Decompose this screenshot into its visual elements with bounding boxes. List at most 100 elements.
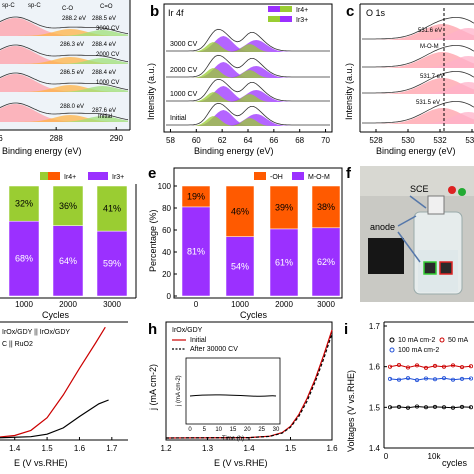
panel-f-electrode-1 (423, 261, 437, 275)
panel-d-legend-ir3: Ir3+ (112, 174, 124, 181)
panel-e-label-bottom-0: 81% (187, 246, 205, 256)
g-ticks-label-4: 1.7 (106, 444, 118, 453)
panel-f: f SCE anode (346, 165, 474, 302)
panel-e-xlabel: Cycles (240, 310, 268, 320)
h-ticks-label-1: 1.3 (202, 444, 214, 453)
panel-h-inset-xtick-0: 0 (188, 427, 192, 433)
panel-d-bar-top-1000 (8, 185, 40, 222)
panel-b-legend-swatch-ir4-b (280, 6, 292, 12)
panel-b-row1-peak3 (166, 70, 330, 78)
panel-c-row0-peak1 (362, 28, 474, 40)
b-ticks-label-0: 58 (166, 136, 175, 145)
panel-f-sample-photo (368, 238, 404, 274)
panel-b-legend-ir4: Ir4+ (296, 7, 308, 14)
panel-f-clip-green (458, 188, 466, 196)
panel-h-inset: 0 5 10 15 20 25 30 Time (h) j (mA cm-2) (176, 357, 281, 442)
panel-c-ylabel: Intensity (a.u.) (344, 63, 354, 120)
panel-d-bar-bottom-2000 (52, 225, 84, 297)
panel-b-row-initial: Initial (170, 115, 187, 122)
panel-a-ann-5: 286.5 eV (60, 70, 84, 76)
panel-a-xlabel: Binding energy (eV) (2, 146, 82, 156)
panel-c-row0-envelope (362, 17, 474, 40)
panel-h-inset-xtick-3: 15 (230, 427, 237, 433)
panel-e-xtick-0: 0 (194, 300, 199, 309)
panel-g-xlabel: E (V vs.RHE) (14, 458, 68, 468)
b-ticks-label-5: 68 (295, 136, 304, 145)
panel-h-ylabel: j (mA cm-2) (148, 364, 158, 411)
panel-d: Ir4+ Ir3+ 68% 32% 1000 64% 36% 2000 59% 41% 3000… (0, 172, 137, 320)
panel-h-line-after (165, 333, 333, 439)
panel-a-ann-7: 288.0 eV (60, 104, 84, 110)
panel-c-ann-3: 531.5 eV (416, 100, 440, 106)
panel-h-inset-xtick-4: 20 (244, 427, 251, 433)
panel-i-lines (387, 362, 473, 410)
panel-a-row2-envelope (0, 72, 129, 91)
panel-c-ann-2: 531.7 eV (420, 74, 444, 80)
g-ticks-label-3: 1.6 (74, 444, 86, 453)
panel-i-line-1 (389, 364, 472, 369)
panel-b-row3-peak3 (166, 118, 330, 126)
panel-d-legend-swatch-ir4b (48, 172, 60, 180)
panel-f-anode-arrow-1 (397, 215, 417, 227)
panel-b-row1-peak2 (166, 68, 330, 78)
panel-h-letter: h (148, 321, 157, 338)
panel-e-label-bottom-3000: 62% (317, 257, 335, 267)
panel-i-line-0 (389, 405, 472, 409)
panel-h-legend-initial: Initial (190, 337, 207, 344)
panel-a-row-2000: 2000 CV (96, 52, 119, 58)
panel-d-bars: 68% 32% 1000 64% 36% 2000 59% 41% 3000 (8, 185, 128, 309)
panel-i-line-2 (389, 377, 472, 381)
panel-i: i Voltages (V vs.RHE) 1.4 1.5 1.6 1.7 0 10k 1… (344, 321, 474, 468)
panel-a-row-1000: 1000 CV (96, 80, 119, 86)
panel-d-bar-top-2000 (52, 185, 84, 226)
panel-a-ann-4: 288.4 eV (92, 42, 116, 48)
panel-i-ylabel: Voltages (V vs.RHE) (346, 370, 356, 452)
panel-e-ytick-label-0: 0 (167, 292, 172, 301)
panel-i-legend-50: 50 mA (448, 337, 469, 344)
panel-b-row2-peak2 (166, 92, 330, 102)
panel-h-inset-frame (185, 357, 281, 425)
panel-h-xticks: 1.2 1.3 1.4 1.5 1.6 (160, 437, 338, 453)
panel-g-line-iroxgdy (0, 326, 106, 438)
panel-h-xlabel: E (V vs.RHE) (214, 458, 268, 468)
panel-c-row1-envelope (362, 45, 474, 68)
panel-f-electrode-holder (427, 195, 445, 215)
panel-b-row0-envelope (166, 28, 330, 52)
panel-e-bar-bottom-1000 (225, 236, 255, 297)
panel-i-legend-marker-1 (389, 337, 395, 343)
panel-c-mom: M-O-M (420, 44, 439, 50)
h-ticks-label-2: 1.4 (243, 444, 255, 453)
panel-d-label-bottom-1000: 68% (15, 254, 33, 264)
panel-e-label-top-2000: 39% (275, 202, 293, 212)
panel-e-letter: e (148, 165, 156, 182)
panel-b-row3-peak2 (166, 116, 330, 126)
panel-i-ytick-label-2: 1.6 (369, 363, 381, 372)
panel-h: h j (mA cm-2) IrOx/GDY Initial After 300… (148, 321, 338, 468)
panel-a: sp-C sp-C C-O C=O 3000 CV 2000 CV 1000 C… (0, 0, 131, 156)
panel-a-row-3000: 3000 CV (96, 26, 119, 32)
panel-c-row3-envelope (362, 101, 474, 124)
panel-h-inset-content: 0 5 10 15 20 25 30 (188, 394, 280, 433)
panel-d-bar-bottom-3000 (96, 230, 128, 297)
b-ticks-label-2: 62 (218, 136, 227, 145)
panel-c-letter: c (346, 3, 354, 20)
panel-e-legend-swatch-mom (292, 172, 304, 180)
panel-f-electrode-2 (439, 261, 453, 275)
panel-a-row3-peak0 (0, 104, 128, 122)
panel-c-xlabel: Binding energy (eV) (376, 146, 456, 156)
panel-i-legend-marker-2 (439, 337, 445, 343)
panel-a-row3-envelope (0, 102, 129, 121)
panel-e-ytick-label-4: 80 (162, 204, 171, 213)
panel-c-row1-peak1 (362, 56, 474, 68)
panel-e-ytick-label-5: 100 (158, 182, 172, 191)
panel-h-line-initial (165, 329, 333, 439)
b-ticks-label-3: 64 (244, 136, 253, 145)
panel-d-label-top-1000: 32% (15, 199, 33, 209)
panel-d-xtick-3000: 3000 (103, 300, 121, 309)
panel-d-label-bottom-3000: 59% (103, 259, 121, 269)
panel-e-label-top-3000: 38% (317, 202, 335, 212)
panel-h-legend-after: After 30000 CV (190, 346, 238, 353)
panel-d-bar-bottom-1000 (8, 220, 40, 297)
panel-c-xticks: 528 530 532 534 (369, 129, 474, 145)
a-ticks-label-1: 288 (49, 134, 63, 143)
